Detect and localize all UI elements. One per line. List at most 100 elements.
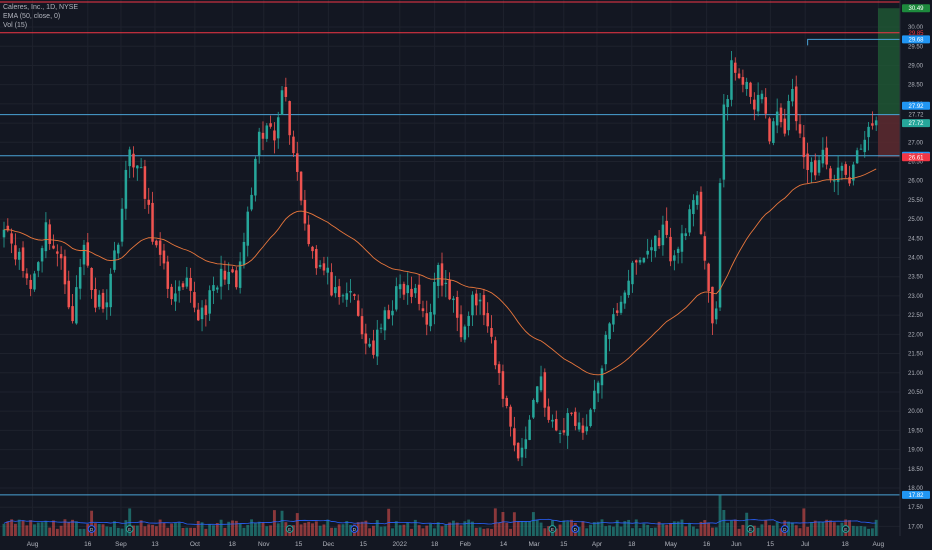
candle-body: [59, 254, 63, 259]
volume-bar: [227, 521, 231, 536]
candle-body: [787, 100, 790, 131]
volume-bar: [539, 522, 543, 536]
event-marker-label: E: [288, 527, 291, 532]
candle-body: [212, 285, 215, 291]
event-marker: [780, 525, 789, 533]
candle-body: [524, 439, 528, 449]
volume-bar: [794, 525, 798, 536]
candle-body: [836, 167, 840, 182]
candle-body: [802, 137, 806, 158]
volume-bar: [2, 523, 6, 536]
candle-body: [783, 118, 787, 134]
candle-body: [2, 229, 6, 238]
candle-body: [398, 284, 402, 290]
volume-bar: [836, 525, 840, 536]
candle-body: [33, 273, 36, 290]
candle-body: [410, 288, 413, 297]
volume-bar: [21, 520, 25, 536]
volume-bar: [726, 522, 730, 536]
candle-body: [372, 340, 375, 355]
x-tick-label: Mar: [528, 541, 540, 548]
event-marker: [125, 525, 134, 533]
legend-ema[interactable]: EMA (50, close, 0): [3, 13, 61, 20]
volume-bar: [821, 522, 825, 536]
volume-bar: [585, 528, 589, 536]
volume-bar: [379, 526, 383, 536]
candle-body: [680, 233, 684, 252]
candle-body: [109, 273, 112, 308]
x-tick-label: Aug: [873, 541, 885, 548]
volume-bar: [333, 527, 337, 536]
volume-bar: [349, 524, 353, 536]
volume-bar: [497, 522, 501, 536]
legend-symbol[interactable]: Caleres, Inc., 1D, NYSE: [3, 4, 79, 11]
volume-bar: [406, 522, 410, 536]
volume-bar: [684, 526, 688, 536]
candle-body: [162, 250, 166, 264]
candle-body: [593, 390, 596, 410]
y-tick-label: 25.50: [908, 198, 924, 204]
last-price-tag: 27.92: [908, 104, 924, 110]
candle-body: [821, 149, 825, 164]
candle-body: [855, 150, 859, 164]
candle-body: [246, 211, 250, 246]
candle-body: [318, 264, 322, 267]
volume-bar: [74, 521, 78, 536]
candle-body: [261, 132, 265, 139]
volume-bar: [509, 528, 513, 536]
candle-body: [181, 283, 185, 288]
legend-volume[interactable]: Vol (15): [3, 22, 28, 29]
candle-body: [505, 397, 509, 406]
volume-bar: [135, 525, 139, 536]
candle-body: [166, 261, 170, 289]
candle-body: [509, 406, 512, 427]
volume-bar: [410, 528, 413, 536]
volume-bar: [581, 521, 585, 536]
candle-body: [250, 194, 253, 210]
volume-bar: [825, 519, 829, 536]
volume-bar: [669, 523, 672, 536]
candle-body: [6, 225, 10, 231]
candle-body: [459, 314, 463, 338]
volume-bar: [790, 522, 794, 536]
candle-body: [490, 327, 493, 337]
volume-bar: [851, 525, 855, 536]
candle-body: [311, 246, 314, 252]
event-marker: [841, 525, 850, 533]
volume-bar: [707, 522, 711, 536]
candle-body: [341, 295, 345, 297]
resistance-price-tag-bg: [902, 35, 930, 44]
stop-price-tag: 26.61: [908, 155, 924, 161]
volume-bar: [97, 524, 101, 536]
volume-bar: [867, 528, 871, 536]
candle-body: [417, 284, 421, 304]
volume-bar: [650, 527, 653, 536]
volume-bar: [154, 526, 158, 536]
x-tick-label: Oct: [190, 541, 200, 548]
volume-bar: [189, 527, 193, 536]
volume-bar: [505, 522, 509, 536]
candle-body: [406, 285, 409, 294]
candle-body: [139, 167, 143, 169]
candle-body: [40, 248, 44, 262]
event-marker-label: D: [90, 527, 94, 532]
candle-body: [56, 251, 59, 254]
volume-bar: [809, 521, 813, 536]
volume-bar: [212, 525, 215, 536]
volume-bar: [223, 527, 227, 536]
volume-bar: [451, 520, 455, 536]
volume-bar: [467, 519, 471, 536]
candle-body: [646, 250, 649, 255]
candle-body: [86, 242, 90, 266]
candle-body: [94, 289, 97, 308]
candle-body: [516, 442, 520, 459]
candle-body: [345, 293, 349, 300]
candle-body: [619, 301, 623, 313]
volume-bar: [303, 522, 307, 536]
candle-body: [714, 308, 718, 320]
volume-bar: [425, 525, 429, 536]
candle-body: [71, 306, 74, 322]
volume-bar: [848, 520, 851, 536]
y-tick-label: 21.50: [908, 352, 924, 358]
